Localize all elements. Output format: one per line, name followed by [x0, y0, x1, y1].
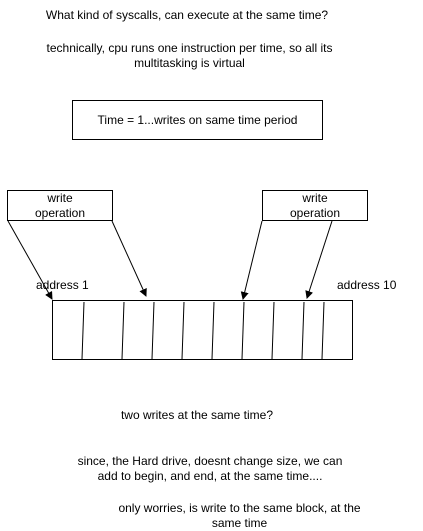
question-text: two writes at the same time? — [120, 408, 274, 422]
write-arrow-right-inner — [240, 220, 263, 300]
block-divider — [301, 301, 305, 360]
write-operation-box-right: write operation — [262, 190, 368, 221]
write-operation-box-left: write operation — [7, 190, 113, 221]
cpu-note-line1: technically, cpu runs one instruction pe… — [46, 41, 333, 55]
memory-block — [52, 300, 353, 360]
drive-note-line1: since, the Hard drive, doesnt change siz… — [77, 454, 343, 468]
block-dividers — [81, 301, 325, 360]
write-arrow-left-inner — [111, 220, 147, 297]
write-operation-label: operation — [289, 205, 341, 220]
write-arrow-left-outer — [7, 220, 53, 300]
address-end-label: address 10 — [337, 278, 397, 292]
write-operation-label: write — [302, 190, 328, 205]
worry-note-line2: same time — [211, 516, 268, 530]
worry-note-line1: only worries, is write to the same block… — [118, 501, 361, 515]
block-divider — [321, 301, 325, 360]
diagram-title: What kind of syscalls, can execute at th… — [45, 8, 329, 22]
write-operation-label: write — [47, 190, 73, 205]
write-operation-label: operation — [34, 205, 86, 220]
block-divider — [121, 301, 125, 360]
write-arrow-right-outer — [305, 220, 333, 299]
address-start-label: address 1 — [36, 278, 89, 292]
block-divider — [211, 301, 215, 360]
time-period-label: Time = 1...writes on same time period — [97, 112, 298, 127]
block-divider — [151, 301, 155, 360]
block-divider — [81, 301, 85, 360]
block-divider — [241, 301, 245, 360]
cpu-note-line2: multitasking is virtual — [134, 56, 245, 70]
block-divider — [181, 301, 185, 360]
time-period-box: Time = 1...writes on same time period — [72, 100, 323, 140]
drive-note-line2: add to begin, and end, at the same time.… — [97, 469, 323, 483]
block-divider — [271, 301, 275, 360]
